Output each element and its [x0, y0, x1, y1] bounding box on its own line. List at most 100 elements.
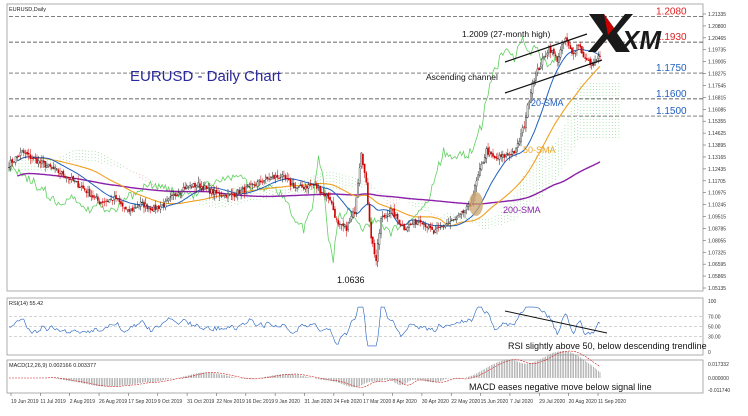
candle-body — [138, 205, 140, 207]
cloud-dot — [231, 198, 232, 200]
candle-body — [381, 215, 384, 218]
candle-body — [446, 223, 448, 226]
candle-body — [404, 228, 407, 230]
candle-body — [121, 202, 124, 207]
cloud-dot — [75, 156, 77, 157]
candle-body — [105, 200, 107, 202]
cloud-dot — [291, 191, 293, 192]
cloud-dot — [586, 107, 588, 109]
candle-body — [205, 185, 208, 189]
cloud-dot — [558, 165, 559, 167]
candle-body — [153, 205, 155, 212]
cloud-dot — [558, 138, 559, 140]
cloud-dot — [304, 186, 305, 188]
rsi-tick-label: 30.00 — [708, 335, 721, 341]
cloud-dot — [532, 160, 534, 162]
cloud-dot — [386, 203, 388, 204]
cloud-dot — [564, 142, 566, 144]
cloud-dot — [148, 182, 150, 183]
cloud-dot — [593, 107, 594, 109]
candle-body — [199, 183, 201, 189]
cloud-dot — [577, 133, 578, 135]
candle-body — [347, 222, 349, 230]
cloud-dot — [82, 150, 83, 151]
cloud-dot — [605, 101, 607, 103]
cloud-dot — [301, 181, 302, 183]
candle-body — [23, 150, 25, 154]
rsi-axis: 100 70.00 50.00 30.00 0 — [708, 299, 721, 356]
candle-body — [240, 189, 242, 195]
cloud-dot — [529, 183, 531, 185]
macd-signal — [9, 350, 601, 388]
cloud-dot — [516, 201, 518, 203]
sma200-line — [17, 161, 601, 205]
cloud-dot — [589, 83, 591, 85]
cloud-dot — [615, 128, 617, 130]
cloud-dot — [18, 166, 20, 168]
macd-bars — [9, 350, 601, 388]
cloud-dot — [573, 131, 575, 132]
rsi-annotation: RSI slightly above 50, below descending … — [508, 341, 707, 351]
cloud-dot — [535, 197, 537, 199]
cloud-dot — [558, 141, 559, 143]
xm-logo-text: XM — [620, 25, 662, 55]
cloud-dot — [605, 125, 607, 127]
cloud-dot — [253, 192, 255, 194]
cloud-dot — [294, 190, 296, 191]
candle-body — [34, 157, 37, 159]
candle-body — [490, 152, 493, 154]
cloud-dot — [47, 160, 48, 162]
cloud-dot — [583, 134, 585, 136]
candle-body — [113, 196, 116, 200]
candle-body — [416, 221, 419, 225]
y-tick-label: 1.18275 — [708, 72, 726, 78]
cloud-dot — [612, 131, 613, 133]
cloud-dot — [120, 164, 121, 166]
cloud-dot — [424, 210, 426, 211]
cloud-dot — [272, 185, 274, 186]
cloud-dot — [602, 86, 604, 88]
cloud-dot — [47, 163, 48, 165]
candle-body — [569, 45, 572, 50]
cloud-dot — [608, 122, 610, 124]
cloud-dot — [323, 172, 325, 174]
cloud-dot — [602, 131, 604, 133]
candle-body — [118, 198, 121, 202]
cloud-dot — [129, 170, 131, 172]
cloud-dot — [618, 137, 620, 139]
cloud-dot — [250, 193, 252, 194]
cloud-dot — [478, 224, 480, 226]
cloud-dot — [354, 181, 356, 183]
candle-body — [100, 202, 102, 205]
cloud-dot — [608, 137, 610, 139]
cloud-dot — [18, 160, 20, 162]
cloud-dot — [275, 185, 277, 187]
cloud-dot — [577, 88, 578, 90]
cloud-dot — [329, 186, 331, 188]
cloud-dot — [389, 204, 391, 206]
candle-body — [395, 214, 397, 217]
candle-body — [217, 192, 219, 194]
cloud-dot — [580, 125, 582, 127]
candle-body — [393, 208, 396, 218]
cloud-dot — [535, 182, 537, 184]
cloud-dot — [513, 207, 515, 209]
cloud-dot — [593, 119, 594, 121]
x-tick-label: 30 Apr 2020 — [422, 399, 449, 405]
candle-body — [520, 133, 522, 143]
cloud-dot — [50, 163, 52, 165]
cloud-dot — [558, 150, 559, 152]
cloud-dot — [589, 116, 591, 118]
candle-body — [18, 155, 20, 157]
cloud-dot — [253, 183, 255, 185]
cloud-dot — [564, 151, 566, 153]
candle-body — [577, 44, 580, 46]
cloud-dot — [304, 189, 305, 191]
cloud-dot — [570, 146, 572, 148]
candle-body — [352, 211, 354, 218]
cloud-dot — [247, 193, 248, 195]
x-tick-label: 9 Oct 2019 — [158, 399, 183, 405]
cloud-dot — [427, 207, 429, 209]
candle-body — [39, 161, 42, 163]
cloud-dot — [329, 177, 331, 179]
